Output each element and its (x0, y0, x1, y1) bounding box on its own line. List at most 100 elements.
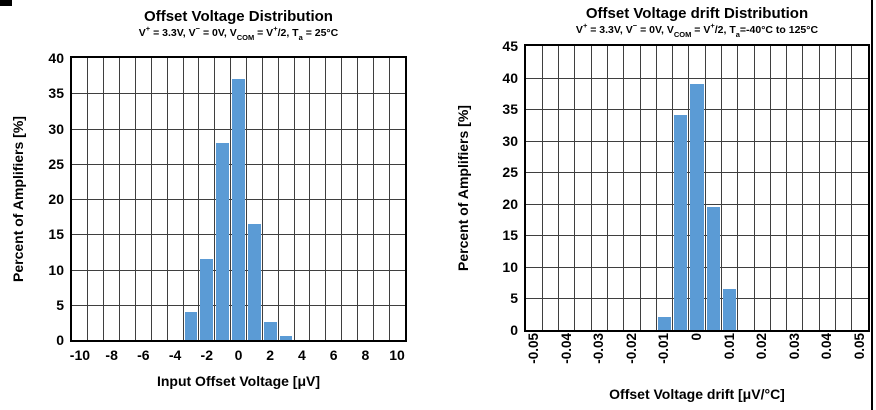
gridline-v (786, 46, 788, 330)
y-tick-label: 45 (502, 38, 518, 54)
gridline-v (261, 58, 263, 340)
y-tick-label: 30 (48, 120, 64, 137)
x-tick-label: 8 (361, 347, 370, 363)
subtitle-segment: = 25°C (302, 27, 339, 39)
gridline-v (623, 46, 625, 330)
gridline-v (150, 58, 152, 340)
x-tick-label: 0.03 (786, 333, 802, 360)
subtitle-segment: − (195, 23, 201, 33)
y-tick-label: 5 (510, 290, 518, 307)
subtitle-segment: /2, T (714, 24, 736, 36)
gridline-v (214, 58, 216, 340)
gridline-v (372, 58, 374, 340)
page-corner-mark (0, 0, 12, 6)
y-tick-label: 15 (48, 226, 64, 243)
y-tick-label: 20 (502, 195, 518, 212)
gridline-v (672, 46, 674, 330)
histogram-bar (690, 83, 704, 330)
gridline-v (309, 58, 311, 340)
chart-subtitle: V+ = 3.3V, V− = 0V, VCOM = V+/2, Ta=-40°… (524, 20, 870, 39)
gridline-v (769, 46, 771, 330)
y-tick-label: 5 (56, 296, 64, 313)
chart-title: Offset Voltage drift Distribution (585, 5, 809, 22)
y-tick-label: 30 (502, 132, 518, 149)
histogram-bar (216, 142, 229, 340)
x-tick-label: -6 (137, 347, 150, 363)
subtitle-segment: − (632, 20, 638, 30)
chart-subtitle: V+ = 3.3V, V− = 0V, VCOM = V+/2, Ta = 25… (70, 23, 407, 42)
y-tick-label: 0 (510, 322, 518, 338)
subtitle-segment: COM (236, 32, 255, 42)
y-tick-label: 40 (48, 50, 64, 66)
gridline-v (388, 58, 390, 340)
x-tick-label: -0.01 (656, 333, 672, 364)
subtitle-segment: a (735, 29, 740, 39)
gridline-h (526, 77, 868, 79)
subtitle-segment: =-40°C to 125°C (739, 24, 819, 36)
gridline-v (753, 46, 755, 330)
histogram-bar (279, 336, 293, 340)
histogram-bar (232, 79, 245, 340)
gridline-v (802, 46, 804, 330)
gridline-v (720, 46, 722, 330)
histogram-bar (674, 115, 688, 330)
subtitle-segment: + (710, 20, 715, 30)
y-tick-label: 20 (48, 191, 64, 207)
histogram-bar (263, 322, 277, 340)
subtitle-segment: /2, T (277, 27, 299, 39)
gridline-v (245, 58, 247, 340)
x-tick-label: -0.02 (623, 333, 639, 364)
gridline-v (574, 46, 576, 330)
histogram-bar (706, 206, 720, 330)
x-tick-label: 2 (266, 347, 275, 363)
y-tick-label: 35 (48, 85, 64, 102)
plot-area (70, 56, 407, 342)
histogram-bar (657, 317, 671, 330)
gridline-v (704, 46, 706, 330)
plot-area (524, 44, 870, 332)
subtitle-segment: V (575, 24, 583, 36)
gridline-v (119, 58, 121, 340)
subtitle-segment: = V (691, 24, 711, 36)
gridline-v (166, 58, 168, 340)
subtitle-segment: COM (673, 29, 692, 39)
gridline-v (590, 46, 592, 330)
x-tick-label: 0.02 (754, 333, 770, 360)
x-tick-label: -10 (69, 347, 91, 363)
y-tick-label: 10 (48, 261, 64, 278)
y-tick-label: 40 (502, 69, 518, 86)
gridline-v (655, 46, 657, 330)
gridline-v (198, 58, 200, 340)
subtitle-segment: = V (254, 27, 274, 39)
y-tick-label: 15 (502, 227, 518, 244)
x-tick-label: -0.04 (558, 333, 574, 364)
y-tick-label: 0 (56, 332, 64, 348)
gridline-v (341, 58, 343, 340)
subtitle-segment: + (273, 23, 278, 33)
x-tick-label: -4 (168, 347, 182, 363)
x-tick-label: -8 (105, 347, 118, 363)
x-tick-label: 6 (329, 347, 338, 363)
y-tick-label: 35 (502, 101, 518, 118)
gridline-v (818, 46, 820, 330)
page-border-line (871, 0, 873, 410)
histogram-bar (723, 288, 737, 330)
gridline-v (325, 58, 327, 340)
gridline-v (293, 58, 295, 340)
gridline-v (606, 46, 608, 330)
chart-title: Offset Voltage Distribution (144, 8, 333, 25)
y-tick-label: 25 (48, 155, 64, 172)
gridline-v (541, 46, 543, 330)
x-axis-title: Input Offset Voltage [μV] (156, 373, 321, 389)
x-tick-label: 0.01 (721, 333, 737, 360)
gridline-v (134, 58, 136, 340)
x-tick-label: 0 (689, 333, 704, 341)
subtitle-segment: = 3.3V, V (587, 24, 633, 36)
x-tick-label: -2 (200, 347, 213, 363)
subtitle-segment: + (582, 20, 588, 30)
x-tick-label: 10 (389, 347, 405, 363)
x-tick-label: -0.03 (591, 333, 607, 364)
x-tick-label: 0 (234, 347, 243, 363)
y-axis-title: Percent of Amplifiers [%] (455, 105, 471, 271)
